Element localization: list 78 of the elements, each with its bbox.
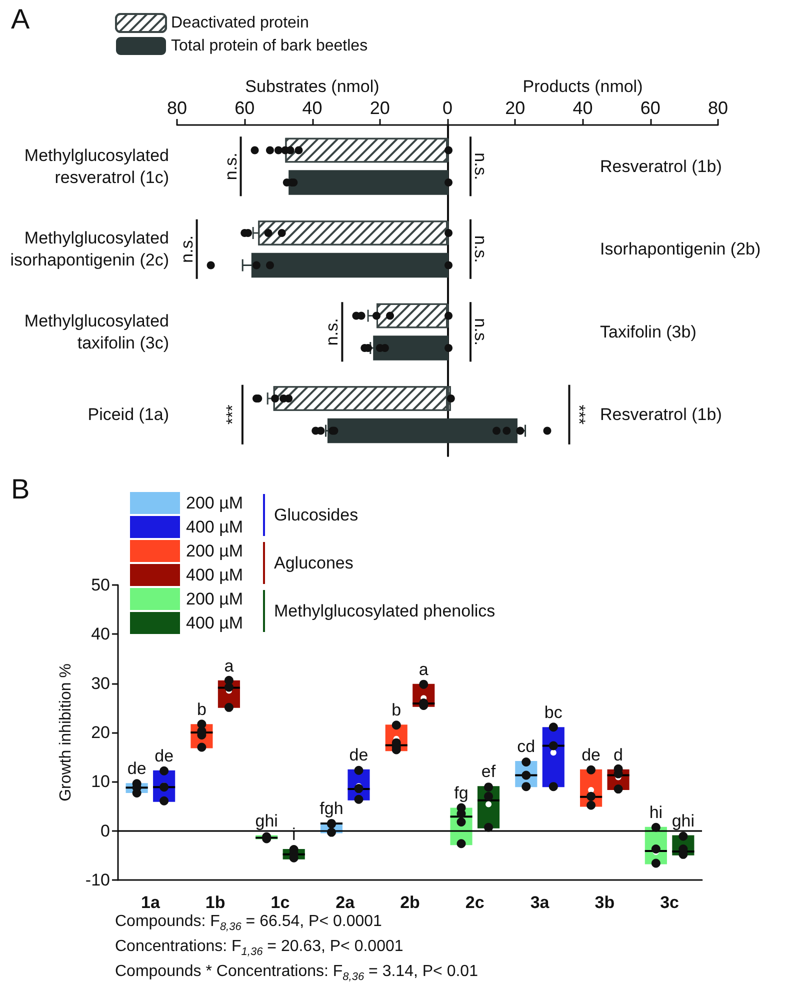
annotation: *** <box>222 404 242 425</box>
text: ghi <box>255 811 278 830</box>
x-tick-label: 1b <box>205 893 226 912</box>
y-tick-label: 10 <box>91 772 110 792</box>
text: cd <box>517 737 536 756</box>
annotation: Isorhapontigenin (2b) <box>600 240 761 259</box>
y-tick-label: Methylglucosylated taxifolin (3c) <box>24 311 169 352</box>
legend-label: 400 µM <box>186 566 244 584</box>
x-tick-label: 3b <box>594 893 615 912</box>
y-tick-label: Methylglucosylated isorhapontigenin (2c) <box>10 228 169 270</box>
annotation: *** <box>570 404 589 425</box>
y-tick-label: Piceid (1a) <box>88 405 169 424</box>
x-tick-label: 20 <box>370 98 390 118</box>
x-tick-label: 2c <box>465 893 484 912</box>
x-tick-label: 80 <box>166 98 188 118</box>
text: Products (nmol) <box>522 77 643 96</box>
y-axis-title: Growth inhibition % <box>58 664 74 802</box>
chart-title: A <box>11 4 30 34</box>
y-tick-label: 40 <box>91 624 110 644</box>
text: d <box>614 745 624 764</box>
x-tick-label: 80 <box>708 98 728 118</box>
text: a <box>224 656 234 676</box>
legend-label: 200 µM <box>186 542 244 560</box>
chart-title: B <box>11 474 30 504</box>
text: b <box>196 700 206 720</box>
y-tick-label: Methylglucosylated resveratrol (1c) <box>24 146 169 187</box>
annotation: Taxifolin (3b) <box>600 322 696 342</box>
x-tick-label: 1c <box>270 893 290 912</box>
text: bc <box>544 703 562 722</box>
annotation: n.s. <box>471 235 490 263</box>
legend-label: 400 µM <box>186 518 244 536</box>
x-tick-label: 3a <box>530 893 550 912</box>
x-tick-label: 60 <box>234 98 255 118</box>
y-tick-label: 30 <box>91 674 110 693</box>
annotation: n.s. <box>221 152 240 180</box>
text: de <box>349 745 368 764</box>
annotation: Resveratrol (1b) <box>600 405 722 424</box>
x-tick-label: 20 <box>505 98 526 118</box>
annotation: n.s. <box>471 318 490 346</box>
annotation: n.s. <box>471 152 490 180</box>
annotation: Methylglucosylated phenolics <box>274 602 496 620</box>
text: fgh <box>320 798 344 818</box>
annotation: n.s. <box>177 235 196 263</box>
text: fg <box>454 784 468 803</box>
text: Compounds * Concentrations: F$_{8,36}$ = 3.14, P< 0.01 <box>115 963 478 984</box>
text: ef <box>481 762 496 782</box>
text: i <box>292 825 296 844</box>
text: Concentrations: F$_{1,36}$ = 20.63, P< 0.0001 <box>115 938 404 958</box>
text: Glucosides <box>274 506 358 524</box>
text: ghi <box>672 811 695 830</box>
text: de <box>582 745 600 764</box>
annotation: Resveratrol (1b) <box>600 156 722 176</box>
y-tick-label: 0 <box>100 821 110 840</box>
legend-label: 400 µM <box>186 614 244 632</box>
x-tick-label: 1a <box>140 893 160 912</box>
x-axis-title: Substrates (nmol) <box>245 77 380 96</box>
legend-label: Total protein of bark beetles <box>171 38 368 54</box>
text: a <box>418 660 428 679</box>
annotation: n.s. <box>322 318 342 346</box>
text: Compounds: F$_{8,36}$ = 66.54, P< 0.0001 <box>115 913 382 934</box>
y-tick-label: 20 <box>91 723 110 742</box>
x-tick-label: 40 <box>302 98 322 118</box>
text: hi <box>649 802 663 822</box>
x-tick-label: 0 <box>442 98 453 118</box>
x-tick-label: 40 <box>572 98 593 118</box>
y-tick-label: -10 <box>85 870 110 890</box>
y-tick-label: 50 <box>91 576 110 594</box>
x-tick-label: 3c <box>660 893 680 912</box>
legend-label: Deactivated protein <box>171 14 309 32</box>
legend-label: 200 µM <box>186 494 244 512</box>
x-tick-label: 2b <box>400 893 420 912</box>
text: Aglucones <box>274 554 354 572</box>
text: b <box>392 700 402 720</box>
legend-label: 200 µM <box>186 590 244 608</box>
x-tick-label: 2a <box>336 893 356 912</box>
text: de <box>154 746 174 766</box>
text: de <box>127 759 146 778</box>
x-tick-label: 60 <box>640 98 660 118</box>
